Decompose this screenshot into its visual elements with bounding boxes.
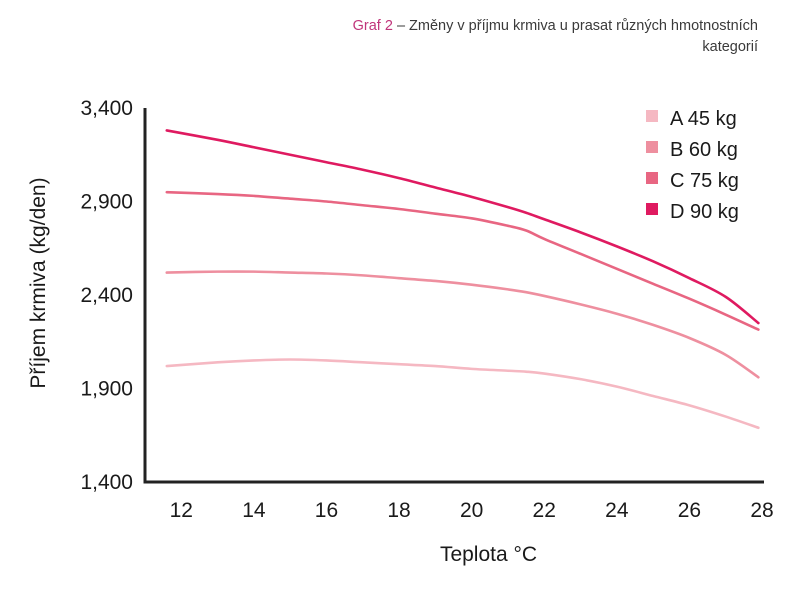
x-tick-label: 22 — [533, 499, 556, 522]
series-line-a — [165, 358, 760, 430]
legend-swatch-c — [646, 172, 658, 184]
legend-label-d: D 90 kg — [670, 201, 739, 223]
series-line-b — [165, 270, 760, 379]
chart-caption: Graf 2 – Změny v příjmu krmiva u prasat … — [338, 16, 758, 58]
legend-label-a: A 45 kg — [670, 108, 737, 130]
y-tick-label: 1,400 — [80, 471, 133, 494]
x-tick-label: 12 — [170, 499, 193, 522]
legend: A 45 kg B 60 kg C 75 kg D 90 kg — [646, 108, 739, 223]
legend-swatch-d — [646, 203, 658, 215]
series-lines — [165, 129, 760, 430]
series-line-c — [165, 190, 760, 331]
caption-tag: Graf 2 — [352, 18, 393, 34]
x-tick-label: 28 — [750, 499, 773, 522]
y-tick-label: 2,900 — [80, 191, 133, 214]
x-tick-label: 24 — [605, 499, 629, 522]
legend-swatch-b — [646, 141, 658, 153]
legend-swatch-a — [646, 110, 658, 122]
y-tick-label: 2,400 — [80, 284, 133, 307]
legend-label-c: C 75 kg — [670, 170, 739, 192]
caption-text: – Změny v příjmu krmiva u prasat různých… — [392, 18, 758, 55]
axes: 1,400 1,900 2,400 2,900 3,400 12 14 16 18 20 22 24 2… — [27, 97, 774, 566]
series-line-d — [165, 129, 760, 325]
x-tick-label: 14 — [242, 499, 266, 522]
y-tick-label: 1,900 — [80, 378, 133, 401]
legend-label-b: B 60 kg — [670, 139, 738, 161]
x-tick-label: 16 — [315, 499, 338, 522]
x-tick-label: 26 — [678, 499, 701, 522]
x-axis-title: Teplota °C — [440, 543, 537, 566]
x-tick-label: 20 — [460, 499, 483, 522]
x-tick-label: 18 — [387, 499, 410, 522]
y-axis-title: Příjem krmiva (kg/den) — [27, 177, 50, 388]
y-tick-label: 3,400 — [80, 97, 133, 120]
